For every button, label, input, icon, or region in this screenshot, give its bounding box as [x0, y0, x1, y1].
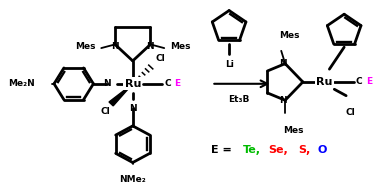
Text: N: N — [111, 42, 119, 51]
Text: E =: E = — [211, 145, 236, 155]
Text: O: O — [318, 145, 327, 155]
Text: N: N — [104, 79, 111, 88]
Text: C: C — [164, 79, 171, 88]
Text: E: E — [366, 78, 372, 86]
Text: Ru: Ru — [124, 79, 141, 89]
Text: Cl: Cl — [155, 54, 165, 63]
Text: N: N — [129, 104, 136, 113]
Text: NMe₂: NMe₂ — [119, 175, 146, 184]
Text: Mes: Mes — [170, 42, 190, 51]
Polygon shape — [109, 84, 133, 106]
Text: Me₂N: Me₂N — [8, 79, 34, 88]
Text: Cl: Cl — [100, 107, 110, 116]
Text: Mes: Mes — [75, 42, 96, 51]
Text: Mes: Mes — [283, 126, 303, 135]
Text: N: N — [279, 59, 287, 68]
Text: Cl: Cl — [345, 108, 355, 117]
Text: N: N — [279, 96, 287, 105]
Text: N: N — [147, 42, 154, 51]
Text: Li: Li — [225, 60, 234, 69]
Text: Te,: Te, — [243, 145, 261, 155]
Text: S,: S, — [298, 145, 310, 155]
Text: E: E — [174, 79, 180, 88]
Text: Ru: Ru — [124, 79, 141, 89]
Text: Mes: Mes — [279, 31, 299, 40]
Text: Ru: Ru — [316, 77, 333, 87]
Text: C: C — [356, 78, 363, 86]
Text: Se,: Se, — [268, 145, 288, 155]
Text: Et₃B: Et₃B — [228, 95, 249, 104]
